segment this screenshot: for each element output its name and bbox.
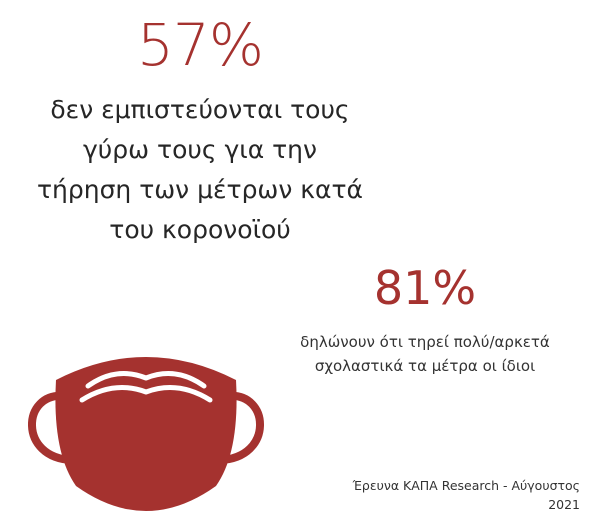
- source-credit: Έρευνα ΚΑΠΑ Research - Αύγουστος 2021: [250, 476, 580, 514]
- stat-57-line-3: τήρηση των μέτρων κατά: [36, 175, 364, 204]
- face-mask-icon: [28, 357, 264, 511]
- source-line-1: Έρευνα ΚΑΠΑ Research - Αύγουστος: [352, 478, 580, 493]
- stat-57-description: δεν εμπιστεύονται τους γύρω τους για την…: [0, 90, 400, 250]
- stat-57-percent: 57%: [137, 11, 264, 79]
- stat-81-percent: 81%: [373, 261, 477, 315]
- stat-57-line-1: δεν εμπιστεύονται τους: [50, 95, 350, 124]
- stat-81-line-1: δηλώνουν ότι τηρεί πολύ/αρκετά: [300, 333, 550, 351]
- stat-57-line-4: του κορονοϊού: [109, 215, 291, 244]
- source-line-2: 2021: [548, 497, 580, 512]
- stat-81-line-2: σχολαστικά τα μέτρα οι ίδιοι: [314, 357, 536, 375]
- stat-81-description: δηλώνουν ότι τηρεί πολύ/αρκετά σχολαστικ…: [270, 330, 580, 378]
- stat-57-line-2: γύρω τους για την: [83, 135, 317, 164]
